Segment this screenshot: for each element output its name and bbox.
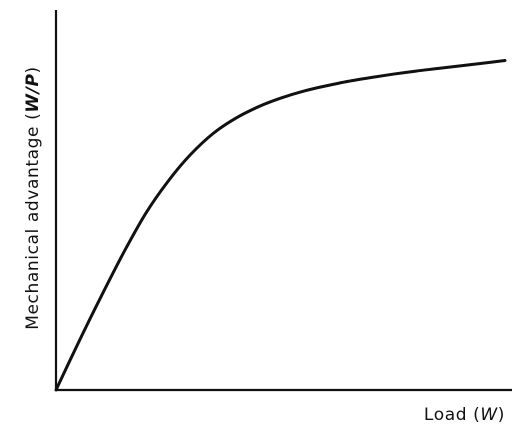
x-axis-label: Load (W)	[424, 405, 505, 425]
y-axis-label: Mechanical advantage (W/P)	[23, 66, 43, 330]
series-line	[56, 61, 505, 391]
